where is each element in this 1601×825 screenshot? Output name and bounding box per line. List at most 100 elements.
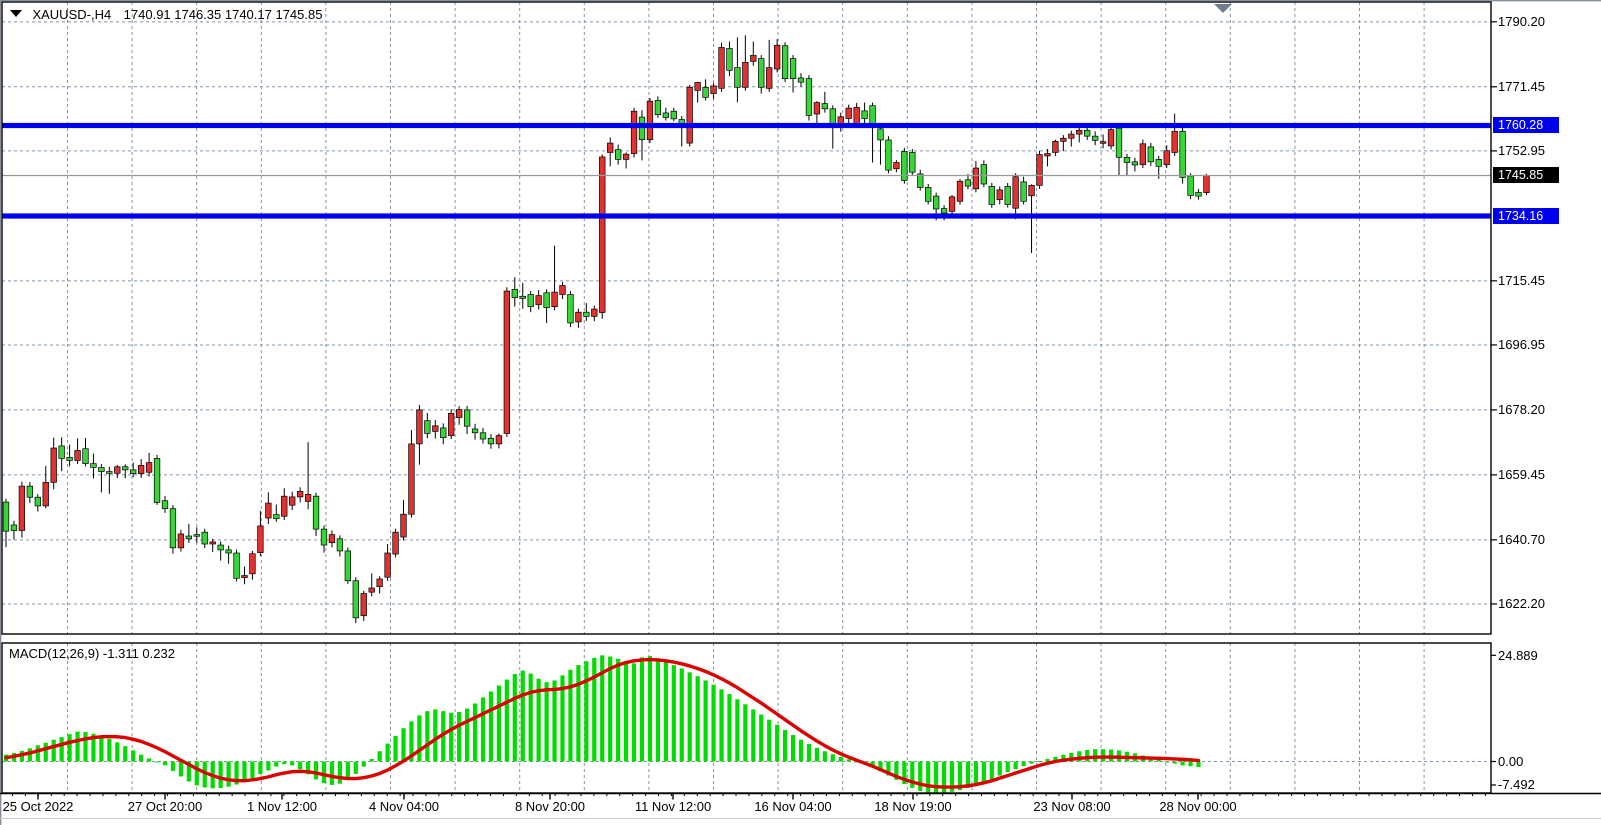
bear-candle [1115, 127, 1123, 158]
macd-bar [655, 658, 660, 762]
bull-candle [1203, 175, 1210, 193]
chart-shift-marker-icon[interactable] [1214, 4, 1232, 13]
macd-bar [560, 675, 565, 762]
bear-candle [1195, 191, 1202, 197]
bear-candle [980, 164, 987, 185]
bull-candle [1036, 154, 1043, 186]
bull-candle [448, 413, 455, 436]
bear-candle [479, 432, 487, 440]
bull-candle [432, 425, 439, 432]
bull-candle [813, 102, 821, 115]
bull-candle [622, 153, 630, 160]
bear-candle [805, 78, 813, 116]
bear-candle [702, 86, 709, 98]
bull-candle [948, 196, 956, 212]
bull-candle [503, 290, 510, 434]
macd-bar [258, 761, 263, 775]
macd-bar [735, 699, 740, 762]
macd-bar [679, 668, 684, 762]
bull-candle [591, 308, 598, 317]
bear-candle [511, 288, 518, 298]
bear-candle [925, 187, 932, 202]
bear-candle [797, 77, 805, 83]
support-price-badge: 1734.16 [1493, 208, 1559, 224]
bear-candle [471, 428, 479, 434]
macd-bar [1101, 749, 1106, 762]
bear-candle [1084, 129, 1091, 137]
macd-bar [942, 761, 947, 793]
macd-bar [1053, 756, 1058, 762]
macd-bar [902, 761, 907, 785]
macd-bar [234, 761, 239, 785]
bull-candle [328, 534, 336, 543]
time-axis-label: 11 Nov 12:00 [634, 799, 712, 814]
bull-candle [360, 593, 367, 617]
bull-candle [694, 82, 701, 91]
macd-bar [544, 682, 549, 762]
bear-candle [789, 58, 797, 80]
grid-lines [2, 2, 1491, 793]
bear-candle [10, 524, 18, 531]
resistance-price-badge: 1760.28 [1493, 117, 1559, 133]
bull-candle [853, 107, 860, 124]
macd-bar [631, 663, 637, 762]
candlestick-series[interactable] [2, 35, 1210, 624]
macd-bar [624, 661, 629, 762]
time-axis-label: 1 Nov 12:00 [246, 799, 318, 814]
bear-candle [424, 420, 431, 434]
price-axis-ticks[interactable] [1491, 21, 1497, 786]
bull-candle [630, 110, 638, 154]
macd-bar [242, 761, 247, 782]
level-line[interactable] [2, 122, 1491, 129]
macd-bar [822, 751, 827, 762]
bear-candle [821, 103, 828, 110]
macd-bar [306, 761, 311, 775]
macd-bar [886, 761, 891, 776]
bear-candle [320, 528, 328, 546]
macd-bar [830, 754, 835, 762]
symbol-dropdown-icon[interactable] [10, 10, 22, 17]
macd-bar [329, 761, 335, 785]
bear-candle [726, 48, 733, 71]
bull-candle [686, 86, 693, 144]
bear-candle [58, 445, 65, 459]
macd-bar [616, 658, 621, 762]
macd-axis-min: -7.492 [1498, 777, 1535, 792]
macd-bar [798, 739, 804, 762]
bear-candle [662, 112, 669, 118]
horizontal-level-lines[interactable] [2, 122, 1491, 219]
bull-candle [750, 55, 757, 62]
bull-candle [297, 490, 304, 498]
bull-candle [1060, 137, 1067, 142]
macd-bar [727, 694, 732, 762]
bull-candle [42, 481, 49, 507]
bear-candle [463, 409, 471, 427]
bear-candle [654, 100, 662, 116]
time-axis-label: 28 Nov 00:00 [1159, 799, 1237, 814]
time-axis-ticks[interactable] [0, 792, 1601, 800]
bear-candle [273, 514, 280, 520]
bear-candle [487, 437, 495, 445]
macd-bar [878, 761, 883, 772]
bull-candle [972, 167, 980, 190]
macd-bar [965, 761, 971, 788]
level-line[interactable] [2, 213, 1491, 219]
bear-candle [1147, 146, 1154, 163]
bear-candle [758, 58, 765, 88]
macd-bar [51, 739, 56, 762]
bull-candle [400, 513, 407, 538]
bull-candle [718, 47, 725, 89]
macd-bar [1021, 761, 1026, 767]
bear-candle [861, 110, 868, 119]
time-axis-label: 18 Nov 19:00 [874, 799, 952, 814]
bear-candle [877, 128, 884, 141]
macd-bar [250, 761, 255, 779]
bull-candle [1107, 129, 1115, 147]
bear-candle [90, 463, 97, 468]
bear-candle [312, 495, 320, 530]
macd-bar [775, 724, 780, 762]
bear-candle [169, 508, 177, 549]
macd-bar [361, 761, 366, 767]
macd-bar [162, 761, 168, 766]
